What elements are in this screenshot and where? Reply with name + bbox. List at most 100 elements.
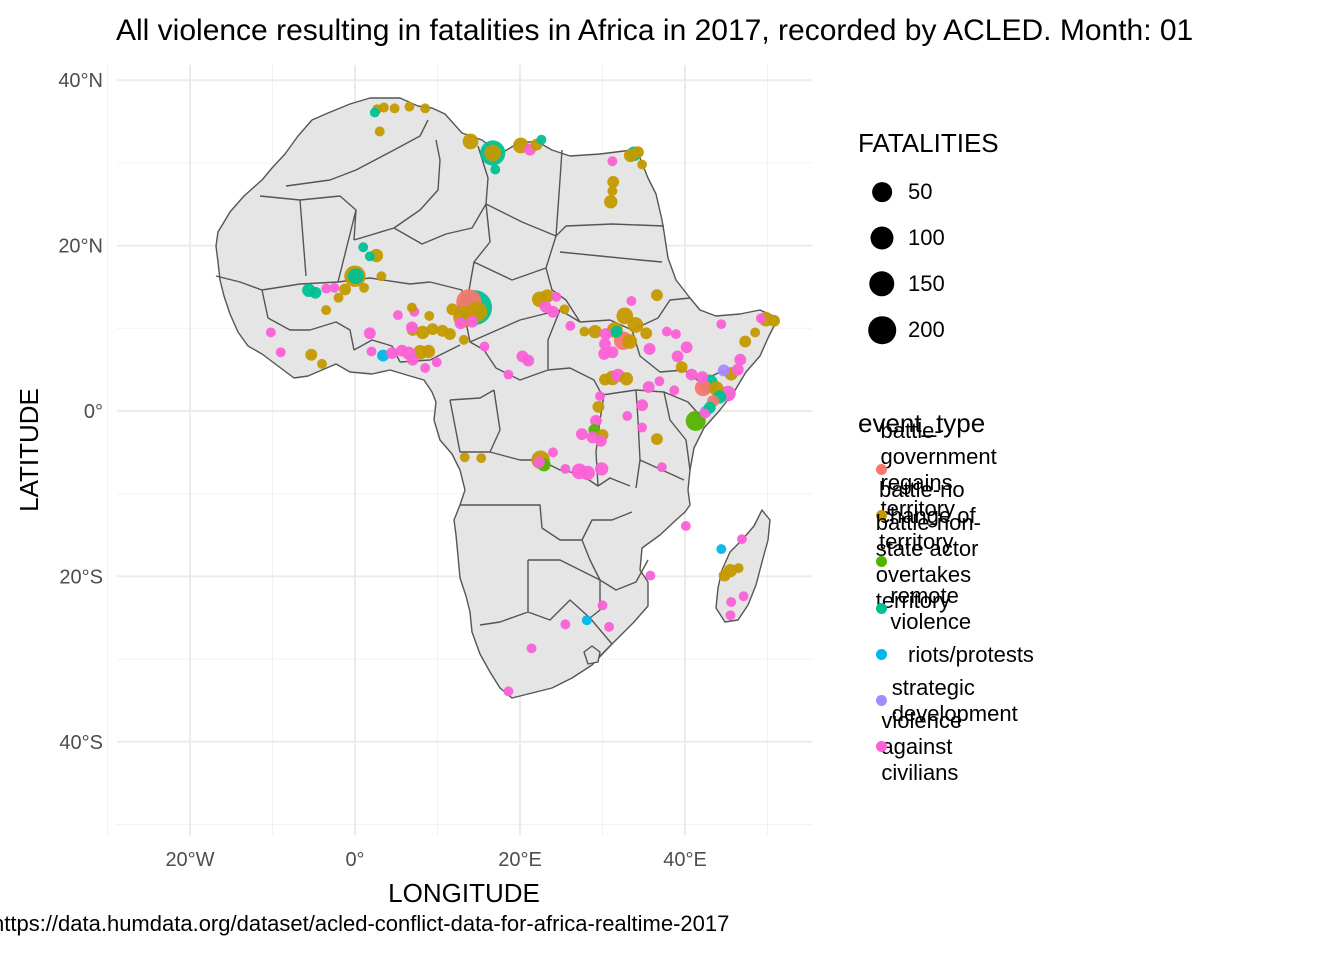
color-legend-label: strategic development [891, 675, 1018, 726]
event-point [645, 570, 656, 581]
event-point [364, 251, 375, 262]
color-legend-label: violence against civilians [881, 708, 963, 786]
event-point [642, 381, 655, 393]
event-point [378, 102, 389, 113]
y-tick-label: 20°N [58, 236, 103, 258]
event-point [588, 324, 602, 339]
event-point [560, 619, 571, 630]
event-point [536, 134, 547, 145]
event-point [599, 373, 611, 386]
event-point [446, 303, 459, 316]
color-legend-label: battle-non-state actor overtakes territo… [875, 510, 981, 614]
event-point [632, 146, 644, 159]
event-point [640, 327, 653, 340]
event-point [750, 327, 761, 338]
event-point [622, 411, 633, 421]
event-point [396, 344, 408, 357]
y-tick-label: 0° [84, 401, 103, 423]
africa-map [215, 97, 779, 699]
chart-title: All violence resulting in fatalities in … [116, 14, 1194, 47]
size-key-circle [858, 269, 906, 299]
event-point [426, 323, 439, 336]
event-point [619, 372, 634, 386]
color-key-dot [858, 501, 887, 531]
y-axis-title: LATITUDE [14, 388, 44, 512]
event-point [551, 291, 562, 302]
event-point [321, 305, 332, 316]
event-point [595, 391, 605, 402]
event-point [680, 521, 691, 531]
x-tick-label: 20°W [165, 849, 214, 871]
event-point [347, 268, 364, 285]
event-point [503, 369, 514, 380]
event-point [636, 399, 649, 412]
event-point [607, 176, 620, 188]
size-key-circle [858, 177, 906, 207]
event-point [594, 434, 607, 447]
event-point [726, 597, 737, 607]
x-tick-label: 40°E [663, 849, 707, 871]
event-point [317, 358, 327, 369]
color-legend-label: battle-no change of territory [878, 477, 976, 555]
color-legend-label: remote violence [890, 582, 972, 634]
size-legend-label: 50 [908, 179, 933, 204]
event-point [738, 591, 749, 602]
event-point [604, 195, 618, 209]
color-legend-item: battle-non-state actor overtakes territo… [858, 510, 1003, 613]
event-point [565, 320, 576, 331]
event-point [755, 313, 766, 324]
event-point [643, 343, 656, 355]
event-point [533, 456, 545, 469]
event-point [406, 353, 419, 366]
size-legend-item: 100 [858, 223, 945, 253]
event-point [597, 600, 608, 611]
event-point [559, 304, 570, 315]
event-point [694, 379, 712, 397]
event-point [321, 283, 332, 294]
event-point [309, 286, 322, 299]
event-point [454, 317, 467, 330]
event-point [376, 271, 387, 282]
event-point [526, 643, 537, 654]
event-point [607, 156, 618, 167]
event-point [358, 242, 369, 253]
country-borders [215, 119, 740, 661]
event-point [599, 338, 611, 350]
size-legend-item: 150 [858, 269, 945, 299]
event-point [479, 341, 490, 352]
color-key-dot [858, 640, 906, 670]
event-point [579, 326, 590, 337]
event-point [595, 462, 609, 476]
event-point [406, 321, 418, 334]
event-point [540, 289, 554, 303]
color-legend-item: violence against civilians [858, 708, 989, 785]
event-point [443, 328, 456, 341]
event-point [339, 283, 352, 296]
event-point [606, 346, 619, 359]
event-point [333, 292, 344, 303]
y-tick-label: 40°N [58, 70, 103, 92]
size-legend-label: 150 [908, 271, 945, 296]
color-key-dot [858, 594, 888, 624]
event-point [363, 327, 376, 340]
event-point [265, 327, 276, 338]
event-point [589, 415, 602, 427]
color-key-dot [858, 455, 887, 485]
x-tick-label: 0° [345, 849, 364, 871]
event-point [420, 103, 431, 114]
color-key-dot [858, 547, 887, 577]
event-point [637, 422, 648, 433]
event-point [696, 371, 709, 384]
event-point [736, 534, 747, 545]
event-point [366, 346, 377, 357]
event-point [725, 610, 736, 621]
event-point [717, 364, 730, 377]
event-point [699, 408, 710, 419]
event-point [406, 302, 417, 313]
event-point [462, 133, 479, 150]
event-point [431, 357, 442, 368]
event-point [734, 353, 747, 366]
size-legend-item: 50 [858, 177, 932, 207]
event-point [329, 282, 340, 293]
event-point [466, 315, 479, 328]
